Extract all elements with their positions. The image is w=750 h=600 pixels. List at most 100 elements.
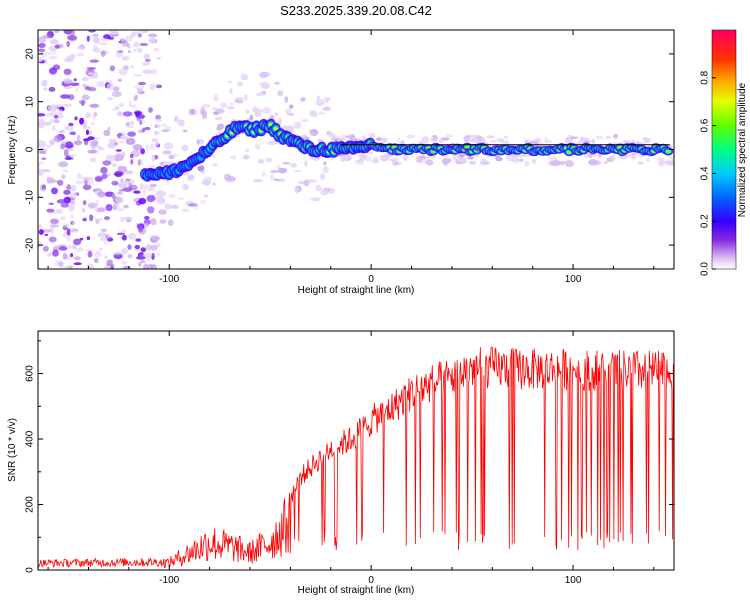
noise-blob [75, 180, 83, 185]
noise-blob [149, 83, 156, 91]
noise-blob [161, 129, 170, 133]
noise-blob [153, 130, 160, 136]
noise-blob [588, 159, 598, 166]
colorbar-tick-label: 0.2 [700, 214, 711, 228]
noise-blob [104, 234, 110, 240]
noise-blob [645, 157, 651, 163]
noise-blob [200, 199, 206, 204]
snr-panel: -100 0 100 0 200 400 600 Height of straight li… [7, 330, 675, 596]
noise-blob [606, 135, 611, 139]
noise-blob [133, 190, 141, 194]
noise-blob [270, 173, 275, 181]
colorbar-tick-label: 0.8 [700, 70, 711, 84]
noise-blob [278, 167, 288, 174]
noise-blob [524, 160, 530, 167]
noise-blob [211, 163, 218, 167]
noise-blob [69, 131, 77, 136]
noise-blob [229, 155, 237, 160]
noise-blob [168, 154, 175, 160]
noise-blob [52, 125, 56, 132]
y-tick-label: 0 [25, 567, 36, 573]
noise-blob [39, 184, 47, 192]
noise-blob [143, 53, 151, 61]
noise-blob [94, 176, 104, 182]
noise-blob [64, 157, 74, 160]
noise-blob [73, 140, 83, 146]
noise-blob [68, 265, 73, 269]
noise-blob [43, 121, 52, 127]
noise-blob [162, 150, 172, 155]
noise-blob [57, 113, 64, 119]
noise-blob [120, 178, 124, 184]
noise-blob [167, 219, 174, 227]
noise-blob [304, 160, 308, 168]
noise-blob [262, 107, 272, 114]
noise-blob [393, 162, 402, 165]
noise-blob [82, 184, 92, 191]
noise-blob [663, 160, 673, 165]
noise-blob [123, 204, 129, 209]
noise-blob [54, 44, 60, 49]
x-tick-label: -100 [159, 575, 179, 586]
noise-blob [45, 145, 51, 148]
noise-blob [267, 140, 278, 146]
noise-blob [48, 55, 59, 60]
noise-blob [147, 186, 155, 191]
noise-blob [276, 178, 286, 182]
noise-blob [163, 142, 174, 150]
noise-blob [243, 94, 248, 102]
noise-blob [107, 97, 114, 101]
noise-blob [71, 221, 76, 225]
noise-blob [130, 179, 135, 184]
noise-blob [121, 247, 128, 255]
noise-blob [74, 88, 79, 92]
noise-blob [151, 235, 161, 241]
noise-blob [376, 137, 382, 141]
noise-blob [543, 139, 553, 143]
noise-blob [323, 161, 327, 166]
noise-blob [290, 163, 297, 168]
noise-blob [46, 208, 55, 213]
colorbar: 0.0 0.2 0.4 0.6 0.8 Normalized spectral ampl… [700, 29, 748, 276]
noise-blob [367, 151, 374, 155]
noise-blob [128, 232, 137, 240]
x-tick-label: 100 [565, 274, 582, 285]
noise-blob [499, 139, 504, 144]
noise-blob [254, 108, 263, 115]
noise-blob [115, 149, 122, 152]
noise-blob [317, 111, 326, 115]
noise-blob [38, 161, 45, 165]
noise-blob [66, 34, 77, 41]
noise-blob [81, 94, 90, 101]
noise-blob [58, 109, 64, 115]
noise-blob [511, 158, 520, 163]
noise-blob [156, 56, 161, 60]
noise-blob [202, 104, 211, 108]
noise-blob [123, 170, 134, 175]
noise-blob [127, 43, 131, 49]
noise-blob [253, 179, 263, 183]
noise-blob [117, 50, 124, 53]
noise-blob [48, 86, 56, 92]
noise-blob [49, 119, 55, 123]
noise-blob [94, 250, 102, 258]
noise-blob [388, 158, 399, 162]
noise-blob [61, 174, 66, 180]
noise-blob [119, 216, 125, 222]
noise-blob [42, 34, 52, 39]
noise-blob [41, 157, 47, 161]
noise-blob [469, 134, 478, 139]
spectrogram-ylabel: Frequency (Hz) [7, 116, 18, 185]
noise-blob [203, 194, 209, 198]
noise-blob [117, 191, 123, 195]
noise-blob [92, 113, 96, 121]
noise-blob [138, 262, 142, 267]
noise-blob [66, 228, 71, 236]
signal-blob [666, 149, 671, 154]
noise-blob [606, 157, 613, 163]
noise-blob [52, 64, 61, 71]
noise-blob [142, 120, 146, 124]
noise-blob [50, 224, 60, 228]
noise-blob [229, 88, 233, 94]
noise-blob [38, 119, 42, 123]
